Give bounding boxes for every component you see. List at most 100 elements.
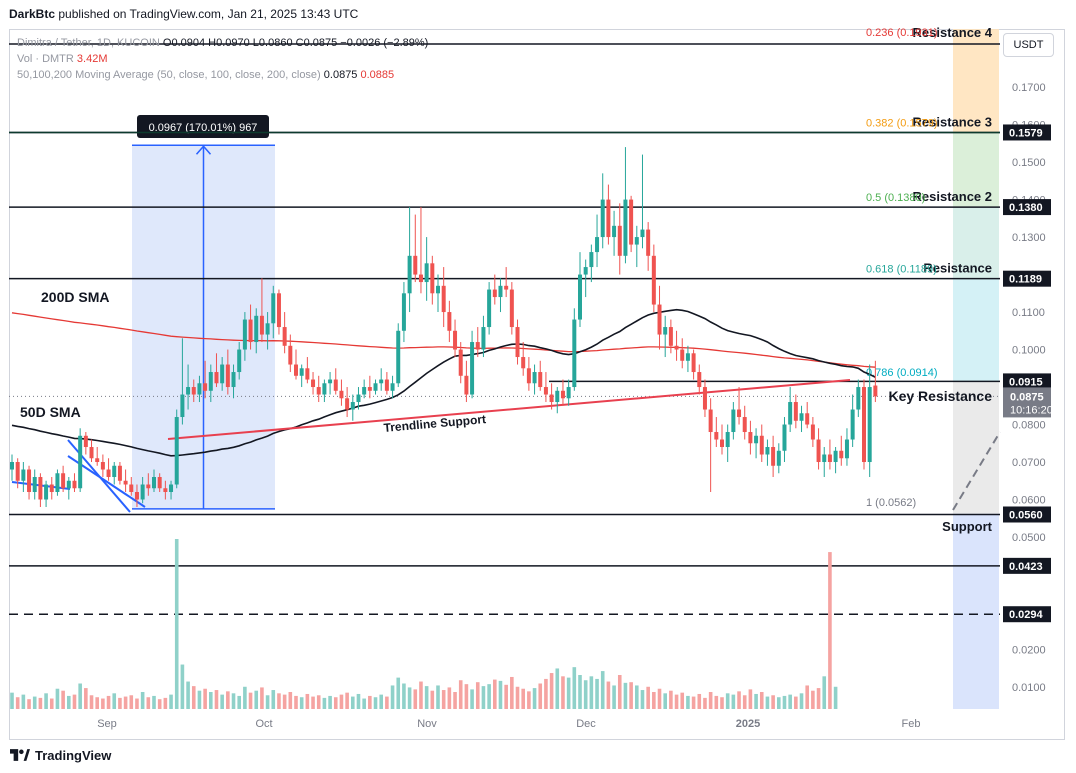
- candle-body[interactable]: [254, 315, 259, 343]
- candle-body[interactable]: [651, 255, 656, 305]
- candle-body[interactable]: [697, 372, 702, 388]
- candle-body[interactable]: [276, 293, 281, 328]
- candle-body[interactable]: [225, 364, 230, 388]
- candle-body[interactable]: [55, 473, 60, 493]
- symbol-row[interactable]: Dimitra / Tether, 1D, KUCOIN O0.0904 H0.…: [17, 35, 428, 51]
- candle-body[interactable]: [180, 394, 185, 418]
- candle-body[interactable]: [555, 390, 560, 403]
- candle-body[interactable]: [350, 402, 355, 410]
- candle-body[interactable]: [123, 480, 128, 485]
- candle-body[interactable]: [384, 379, 389, 391]
- candle-body[interactable]: [731, 409, 736, 433]
- candle-body[interactable]: [856, 387, 861, 410]
- candle-body[interactable]: [867, 387, 872, 463]
- candle-body[interactable]: [498, 285, 503, 298]
- candle-body[interactable]: [27, 469, 32, 493]
- candle-body[interactable]: [765, 447, 770, 455]
- candle-body[interactable]: [464, 375, 469, 395]
- candle-body[interactable]: [242, 319, 247, 350]
- candle-body[interactable]: [186, 387, 191, 395]
- candle-body[interactable]: [418, 274, 423, 283]
- candle-body[interactable]: [333, 379, 338, 391]
- candle-body[interactable]: [810, 424, 815, 440]
- candle-body[interactable]: [844, 439, 849, 459]
- candle-body[interactable]: [492, 289, 497, 298]
- candle-body[interactable]: [129, 484, 134, 493]
- candle-body[interactable]: [725, 432, 730, 448]
- candle-body[interactable]: [504, 285, 509, 290]
- candle-body[interactable]: [140, 484, 145, 500]
- candle-body[interactable]: [15, 462, 20, 481]
- candle-body[interactable]: [316, 387, 321, 395]
- candle-body[interactable]: [339, 390, 344, 399]
- candle-body[interactable]: [674, 345, 679, 350]
- candle-body[interactable]: [401, 293, 406, 331]
- candle-body[interactable]: [515, 327, 520, 358]
- candle-body[interactable]: [66, 480, 71, 489]
- publisher-name[interactable]: DarkBtc: [9, 7, 56, 21]
- candle-body[interactable]: [373, 383, 378, 391]
- candle-body[interactable]: [95, 458, 100, 463]
- candle-body[interactable]: [543, 387, 548, 395]
- candle-body[interactable]: [413, 255, 418, 275]
- candle-body[interactable]: [100, 462, 105, 470]
- candle-body[interactable]: [271, 293, 276, 324]
- candle-body[interactable]: [572, 319, 577, 388]
- candle-body[interactable]: [328, 379, 333, 384]
- candle-body[interactable]: [152, 477, 156, 489]
- candle-body[interactable]: [629, 199, 634, 245]
- candle-body[interactable]: [606, 199, 611, 238]
- candle-body[interactable]: [362, 387, 367, 395]
- sma-50-line[interactable]: [11, 308, 876, 457]
- candle-body[interactable]: [805, 413, 810, 425]
- candle-body[interactable]: [816, 439, 821, 463]
- candle-body[interactable]: [663, 327, 668, 335]
- candle-body[interactable]: [617, 225, 622, 256]
- candle-body[interactable]: [708, 409, 713, 433]
- candle-body[interactable]: [862, 387, 866, 463]
- candle-body[interactable]: [436, 285, 440, 294]
- candle-body[interactable]: [169, 484, 174, 493]
- candle-body[interactable]: [390, 383, 395, 391]
- candle-body[interactable]: [623, 199, 628, 256]
- candle-body[interactable]: [788, 402, 793, 425]
- candle-body[interactable]: [737, 409, 742, 418]
- candle-body[interactable]: [657, 304, 662, 335]
- candle-body[interactable]: [379, 379, 384, 384]
- candle-body[interactable]: [680, 349, 685, 361]
- candle-body[interactable]: [208, 372, 213, 391]
- candle-body[interactable]: [367, 387, 372, 391]
- candle-body[interactable]: [634, 237, 639, 245]
- candle-body[interactable]: [839, 450, 844, 459]
- candle-body[interactable]: [833, 450, 838, 463]
- candle-body[interactable]: [475, 342, 480, 350]
- candle-body[interactable]: [600, 199, 605, 238]
- candle-body[interactable]: [583, 267, 588, 275]
- candle-body[interactable]: [771, 447, 776, 466]
- candle-body[interactable]: [827, 454, 832, 463]
- candle-body[interactable]: [72, 480, 77, 489]
- candle-body[interactable]: [685, 353, 690, 361]
- candle-body[interactable]: [589, 252, 594, 268]
- candle-body[interactable]: [10, 462, 14, 470]
- candle-body[interactable]: [265, 323, 270, 335]
- candle-body[interactable]: [214, 372, 219, 384]
- candle-body[interactable]: [793, 402, 798, 421]
- candle-body[interactable]: [487, 289, 492, 328]
- candle-body[interactable]: [61, 473, 66, 489]
- candle-body[interactable]: [470, 342, 475, 395]
- candle-body[interactable]: [191, 387, 196, 395]
- candle-body[interactable]: [538, 372, 543, 388]
- candle-body[interactable]: [776, 450, 781, 466]
- tradingview-logo[interactable]: TradingView: [10, 745, 111, 765]
- candle-body[interactable]: [720, 439, 724, 448]
- candle-body[interactable]: [78, 435, 83, 489]
- candle-body[interactable]: [356, 394, 361, 403]
- candle-body[interactable]: [117, 465, 122, 481]
- candle-body[interactable]: [521, 357, 526, 369]
- candle-body[interactable]: [157, 477, 162, 489]
- candle-body[interactable]: [294, 364, 298, 376]
- candle-body[interactable]: [782, 424, 787, 451]
- candle-body[interactable]: [203, 383, 208, 391]
- candle-body[interactable]: [311, 379, 316, 388]
